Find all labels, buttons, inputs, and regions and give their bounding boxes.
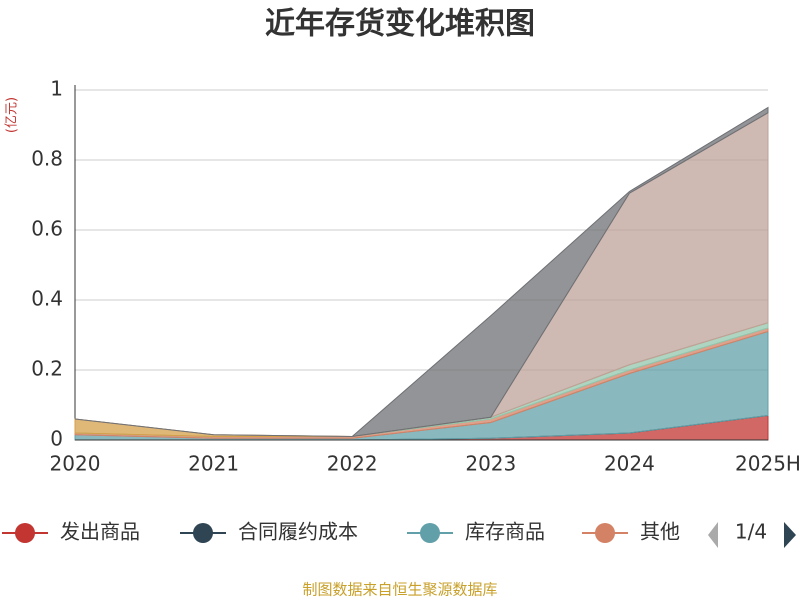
x-tick-label: 2021 bbox=[188, 452, 239, 476]
legend-label[interactable]: 发出商品 bbox=[60, 520, 140, 544]
y-unit: (亿元) bbox=[5, 97, 20, 133]
legend-label[interactable]: 合同履约成本 bbox=[238, 520, 358, 544]
y-tick-label: 0 bbox=[50, 427, 63, 451]
area bbox=[74, 106, 769, 438]
x-tick-label: 2024 bbox=[604, 452, 655, 476]
x-tick-label: 2020 bbox=[50, 452, 101, 476]
source-note: 制图数据来自恒生聚源数据库 bbox=[302, 581, 497, 599]
y-tick-label: 1 bbox=[50, 77, 63, 101]
x-tick-label: 2022 bbox=[327, 452, 378, 476]
y-tick-label: 0.2 bbox=[31, 357, 63, 381]
y-tick-label: 0.4 bbox=[31, 287, 63, 311]
legend-page: 1/4 bbox=[735, 520, 767, 544]
x-tick-label: 2025H bbox=[735, 452, 800, 476]
legend-marker bbox=[595, 523, 615, 543]
legend-next[interactable] bbox=[784, 522, 796, 548]
legend-label[interactable]: 库存商品 bbox=[465, 520, 545, 544]
y-tick-label: 0.6 bbox=[31, 217, 63, 241]
legend-marker bbox=[15, 523, 35, 543]
legend-label[interactable]: 其他 bbox=[640, 520, 680, 544]
legend-prev[interactable] bbox=[708, 522, 718, 548]
legend-marker bbox=[193, 523, 213, 543]
y-tick-label: 0.8 bbox=[31, 147, 63, 171]
legend-marker bbox=[420, 523, 440, 543]
chart-title: 近年存货变化堆积图 bbox=[265, 7, 535, 42]
x-tick-label: 2023 bbox=[465, 452, 516, 476]
